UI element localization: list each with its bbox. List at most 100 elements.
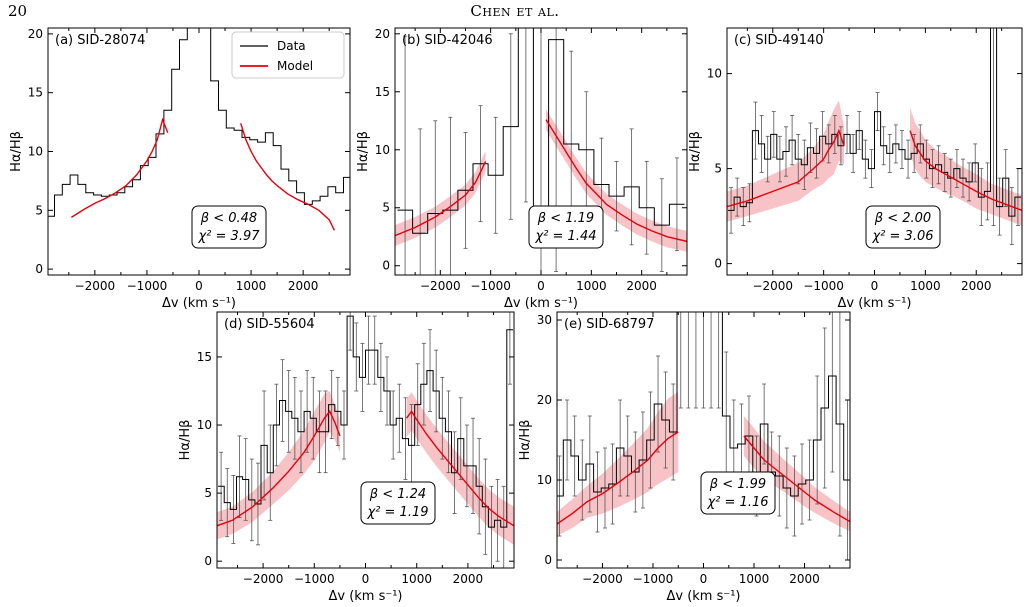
model-line: [71, 117, 169, 218]
model-line: [557, 431, 679, 525]
x-tick-label: 0: [195, 279, 203, 293]
plot-area: [557, 312, 850, 561]
annotation-box: [191, 205, 267, 249]
x-tick-label: 0: [362, 572, 370, 586]
y-tick-label: 10: [375, 143, 390, 157]
annotation-box: [528, 205, 604, 249]
x-axis-label: Δv (km s⁻¹): [328, 589, 402, 604]
data-step-line: [48, 28, 350, 217]
x-tick-label: −2000: [243, 572, 284, 586]
x-tick-label: 1000: [739, 572, 770, 586]
figure-panel-a: −2000 −1000 0 1000 2000 0 5 10 15 20 Δv (km s⁻¹) Hα…: [9, 27, 351, 311]
figure-panel-e: −2000 −1000 0 1000 2000 0 10 20 30 Δv (km s⁻¹) Hα/…: [518, 311, 851, 604]
annotation-text: β < 1.19: [537, 211, 594, 226]
x-tick-label: −1000: [470, 279, 511, 293]
model-line: [727, 128, 845, 208]
x-axis-label: Δv (km s⁻¹): [162, 296, 236, 311]
plot-area: [48, 28, 350, 231]
y-axis-label: Hα/Hβ: [356, 131, 371, 172]
model-line: [743, 435, 850, 523]
x-tick-label: 0: [537, 279, 545, 293]
panel-label: (d) SID-55604: [224, 317, 315, 332]
annotation-box: [865, 205, 941, 249]
x-tick-label: 2000: [626, 279, 657, 293]
x-tick-label: −1000: [127, 279, 168, 293]
plot-area: [217, 312, 514, 568]
data-step-line: [218, 315, 513, 528]
y-tick-label: 5: [35, 203, 43, 217]
y-tick-label: 10: [28, 145, 43, 159]
annotation-text: χ² = 3.97: [197, 229, 260, 244]
y-tick-label: 5: [714, 162, 722, 176]
model-uncertainty-band: [743, 416, 850, 532]
x-tick-label: 1000: [576, 279, 607, 293]
figure-panel-d: −2000 −1000 0 1000 2000 0 5 10 15 Δv (km s⁻¹) Hα/H…: [178, 311, 515, 604]
model-uncertainty-band: [217, 391, 340, 540]
model-line: [217, 410, 341, 527]
panel-label: (a) SID-28074: [55, 33, 145, 48]
annotation-text: χ² = 1.44: [534, 229, 596, 244]
annotation-text: β < 0.48: [200, 211, 257, 226]
annotation-box: [700, 471, 776, 515]
x-tick-label: 0: [871, 279, 879, 293]
x-tick-label: −1000: [803, 279, 844, 293]
y-axis-label: Hα/Hβ: [9, 131, 24, 172]
model-line: [395, 161, 487, 237]
model-uncertainty-band: [395, 150, 486, 246]
running-head: Chen et al.: [470, 2, 560, 20]
page-number: 20: [8, 2, 28, 20]
annotation-text: β < 1.99: [709, 477, 766, 492]
y-axis-label: Hα/Hβ: [178, 420, 193, 461]
x-tick-label: 2000: [789, 572, 820, 586]
legend-model-label: Model: [277, 59, 313, 73]
model-uncertainty-band: [910, 107, 1022, 226]
x-tick-label: −1000: [294, 572, 335, 586]
x-tick-label: 2000: [288, 279, 319, 293]
legend-data-label: Data: [277, 39, 306, 53]
x-axis-label: Δv (km s⁻¹): [504, 296, 578, 311]
y-tick-label: 10: [537, 473, 552, 487]
plot-area: [727, 28, 1022, 246]
x-tick-label: −2000: [420, 279, 461, 293]
panel-label: (b) SID-42046: [402, 33, 493, 48]
y-tick-label: 0: [35, 262, 43, 276]
figure-panel-c: −2000 −1000 0 1000 2000 0 5 10 Δv (km s⁻¹) Hα/Hβ (…: [688, 27, 1023, 311]
x-tick-label: −2000: [75, 279, 116, 293]
y-tick-label: 0: [544, 553, 552, 567]
annotation-box: [360, 481, 436, 525]
y-tick-label: 20: [537, 393, 552, 407]
x-tick-label: −2000: [582, 572, 623, 586]
model-line: [405, 410, 514, 527]
x-tick-label: 1000: [236, 279, 267, 293]
panel-label: (c) SID-49140: [734, 33, 824, 48]
x-tick-label: 1000: [401, 572, 432, 586]
y-tick-label: 5: [382, 201, 390, 215]
y-tick-label: 5: [204, 486, 212, 500]
panel-label: (e) SID-68797: [564, 317, 654, 332]
annotation-text: β < 2.00: [874, 211, 931, 226]
y-tick-label: 15: [28, 86, 43, 100]
data-step-line: [728, 28, 1021, 217]
figure-panel-b: −2000 −1000 0 1000 2000 0 5 10 15 20 Δv (km s⁻¹) Hα…: [356, 27, 688, 311]
annotation-text: χ² = 3.06: [871, 229, 933, 244]
annotation-text: χ² = 1.16: [706, 495, 768, 510]
model-uncertainty-band: [727, 100, 844, 222]
model-uncertainty-band: [557, 392, 679, 536]
y-axis-label: Hα/Hβ: [518, 420, 533, 461]
data-step-line: [557, 312, 850, 497]
annotation-text: χ² = 1.19: [366, 505, 428, 520]
y-tick-label: 0: [714, 257, 722, 271]
model-line: [909, 130, 1022, 212]
x-tick-label: 0: [700, 572, 708, 586]
y-axis-label: Hα/Hβ: [688, 131, 703, 172]
y-tick-label: 15: [375, 85, 390, 99]
x-tick-label: −1000: [633, 572, 674, 586]
model-line: [545, 119, 687, 243]
y-tick-label: 10: [707, 67, 722, 81]
y-tick-label: 0: [382, 259, 390, 273]
x-axis-label: Δv (km s⁻¹): [837, 296, 911, 311]
x-axis-label: Δv (km s⁻¹): [666, 589, 740, 604]
y-tick-label: 10: [197, 418, 212, 432]
model-line: [240, 123, 336, 231]
x-tick-label: 2000: [453, 572, 484, 586]
